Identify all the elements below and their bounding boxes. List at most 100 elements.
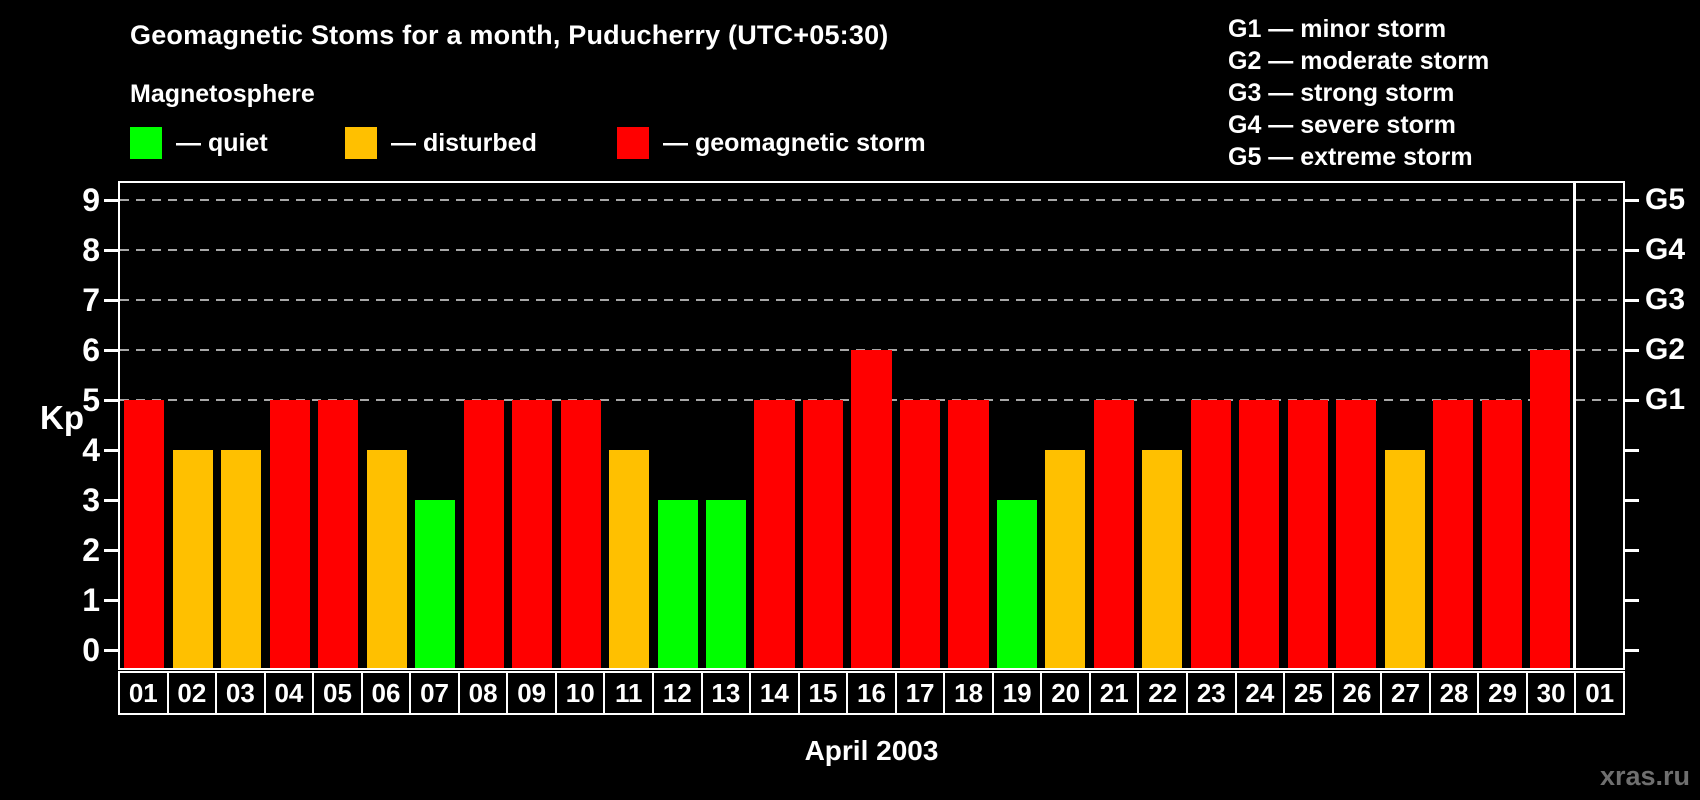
gridline-kp-9 [120, 199, 1623, 201]
bar-day-04 [269, 400, 310, 668]
g-axis-label-g3: G3 [1645, 283, 1686, 316]
legend-item-quiet: — quiet [130, 126, 268, 160]
bar-day-30 [1530, 350, 1571, 668]
bar-day-15 [802, 400, 844, 668]
g-legend-line-g4: G4 — severe storm [1228, 111, 1456, 139]
g-legend-line-g2: G2 — moderate storm [1228, 47, 1490, 75]
y-tick-left-9 [104, 198, 118, 202]
day-label: 06 [360, 671, 412, 715]
bar-day-17 [899, 400, 941, 668]
y-axis-label-7: 7 [82, 282, 100, 318]
y-tick-right-9 [1625, 198, 1639, 202]
y-tick-right-1 [1625, 598, 1639, 602]
y-tick-left-0 [104, 648, 118, 652]
y-tick-left-7 [104, 298, 118, 302]
y-tick-left-6 [104, 348, 118, 352]
day-label: 09 [506, 671, 557, 715]
y-tick-left-3 [104, 498, 118, 502]
day-label: 18 [943, 671, 994, 715]
bar-day-01 [124, 400, 165, 668]
legend-item-label: — geomagnetic storm [663, 128, 926, 157]
gridline-kp-7 [120, 299, 1623, 301]
day-label: 14 [749, 671, 800, 715]
y-tick-left-1 [104, 598, 118, 602]
chart-title: Geomagnetic Stoms for a month, Puducherr… [130, 20, 889, 50]
day-label: 25 [1283, 671, 1334, 715]
g-axis-label-g1: G1 [1645, 383, 1686, 416]
g-legend-line-g3: G3 — strong storm [1228, 79, 1455, 107]
day-label: 04 [263, 671, 315, 715]
day-label: 24 [1234, 671, 1286, 715]
legend-item-label: — quiet [176, 128, 268, 157]
y-tick-right-7 [1625, 298, 1639, 302]
kp-axis-title: Kp [40, 399, 84, 436]
day-label: 01 [1574, 671, 1625, 715]
day-label: 07 [409, 671, 460, 715]
y-axis-label-6: 6 [82, 332, 100, 368]
y-tick-right-2 [1625, 548, 1639, 552]
legend-item-disturbed: — disturbed [345, 126, 537, 160]
y-tick-left-2 [104, 548, 118, 552]
day-label: 21 [1088, 671, 1140, 715]
day-label: 30 [1525, 671, 1577, 715]
legend-heading: Magnetosphere [130, 80, 315, 108]
day-label: 19 [991, 671, 1043, 715]
bar-day-24 [1239, 400, 1280, 668]
g-legend-line-g5: G5 — extreme storm [1228, 143, 1473, 171]
bar-day-19 [996, 500, 1037, 668]
y-axis-label-9: 9 [82, 182, 100, 218]
bar-day-18 [948, 400, 989, 668]
day-label: 01 [118, 671, 169, 715]
y-axis-label-4: 4 [82, 432, 100, 468]
day-label: 12 [652, 671, 703, 715]
x-axis-day-labels: 01 02 03 04 05 06 07 08 09 10 11 12 13 14 15 16 17 18 19 20… [118, 671, 1625, 715]
day-label: 15 [797, 671, 849, 715]
bar-day-06 [366, 450, 407, 668]
bar-day-03 [221, 450, 262, 668]
g-axis-label-g2: G2 [1645, 333, 1686, 366]
day-label: 10 [554, 671, 606, 715]
y-axis-label-0: 0 [82, 632, 100, 668]
day-label: 05 [312, 671, 363, 715]
g-axis-label-g5: G5 [1645, 183, 1686, 216]
y-axis-label-5: 5 [82, 382, 100, 418]
bar-day-02 [172, 450, 213, 668]
legend-item-label: — disturbed [391, 128, 537, 157]
day-label: 02 [166, 671, 218, 715]
bar-day-16 [851, 350, 892, 668]
x-axis-title: April 2003 [804, 735, 939, 766]
day-label: 11 [603, 671, 655, 715]
day-label: 17 [894, 671, 946, 715]
bar-day-22 [1142, 450, 1183, 668]
bar-day-09 [512, 400, 553, 668]
g-axis-label-g4: G4 [1645, 233, 1686, 266]
plot-area: 0 1 2 3 4 5 6 7 8 9 G1 G2 G3 G4 G5 [82, 181, 1685, 670]
day-label: 29 [1477, 671, 1528, 715]
y-tick-right-4 [1625, 448, 1639, 452]
bar-day-25 [1287, 400, 1328, 668]
legend-item-storm: — geomagnetic storm [617, 126, 926, 160]
y-tick-left-4 [104, 448, 118, 452]
bar-day-08 [463, 400, 504, 668]
y-tick-right-6 [1625, 348, 1639, 352]
day-label: 22 [1137, 671, 1189, 715]
bar-day-13 [706, 500, 747, 668]
day-label: 20 [1040, 671, 1091, 715]
day-label: 13 [700, 671, 752, 715]
bar-day-10 [560, 400, 601, 668]
y-axis-label-2: 2 [82, 532, 100, 568]
day-label: 26 [1331, 671, 1383, 715]
month-boundary-line [1573, 183, 1577, 668]
bar-day-05 [318, 400, 359, 668]
day-label: 23 [1186, 671, 1237, 715]
y-axis-label-3: 3 [82, 482, 100, 518]
bar-day-07 [415, 500, 456, 668]
storm-color-swatch [617, 127, 649, 159]
bar-day-20 [1045, 450, 1086, 668]
day-label: 28 [1428, 671, 1480, 715]
watermark: xras.ru [1599, 761, 1690, 791]
y-axis-label-8: 8 [82, 232, 100, 268]
bar-day-23 [1190, 400, 1231, 668]
bar-day-27 [1384, 450, 1425, 668]
disturbed-color-swatch [345, 127, 377, 159]
